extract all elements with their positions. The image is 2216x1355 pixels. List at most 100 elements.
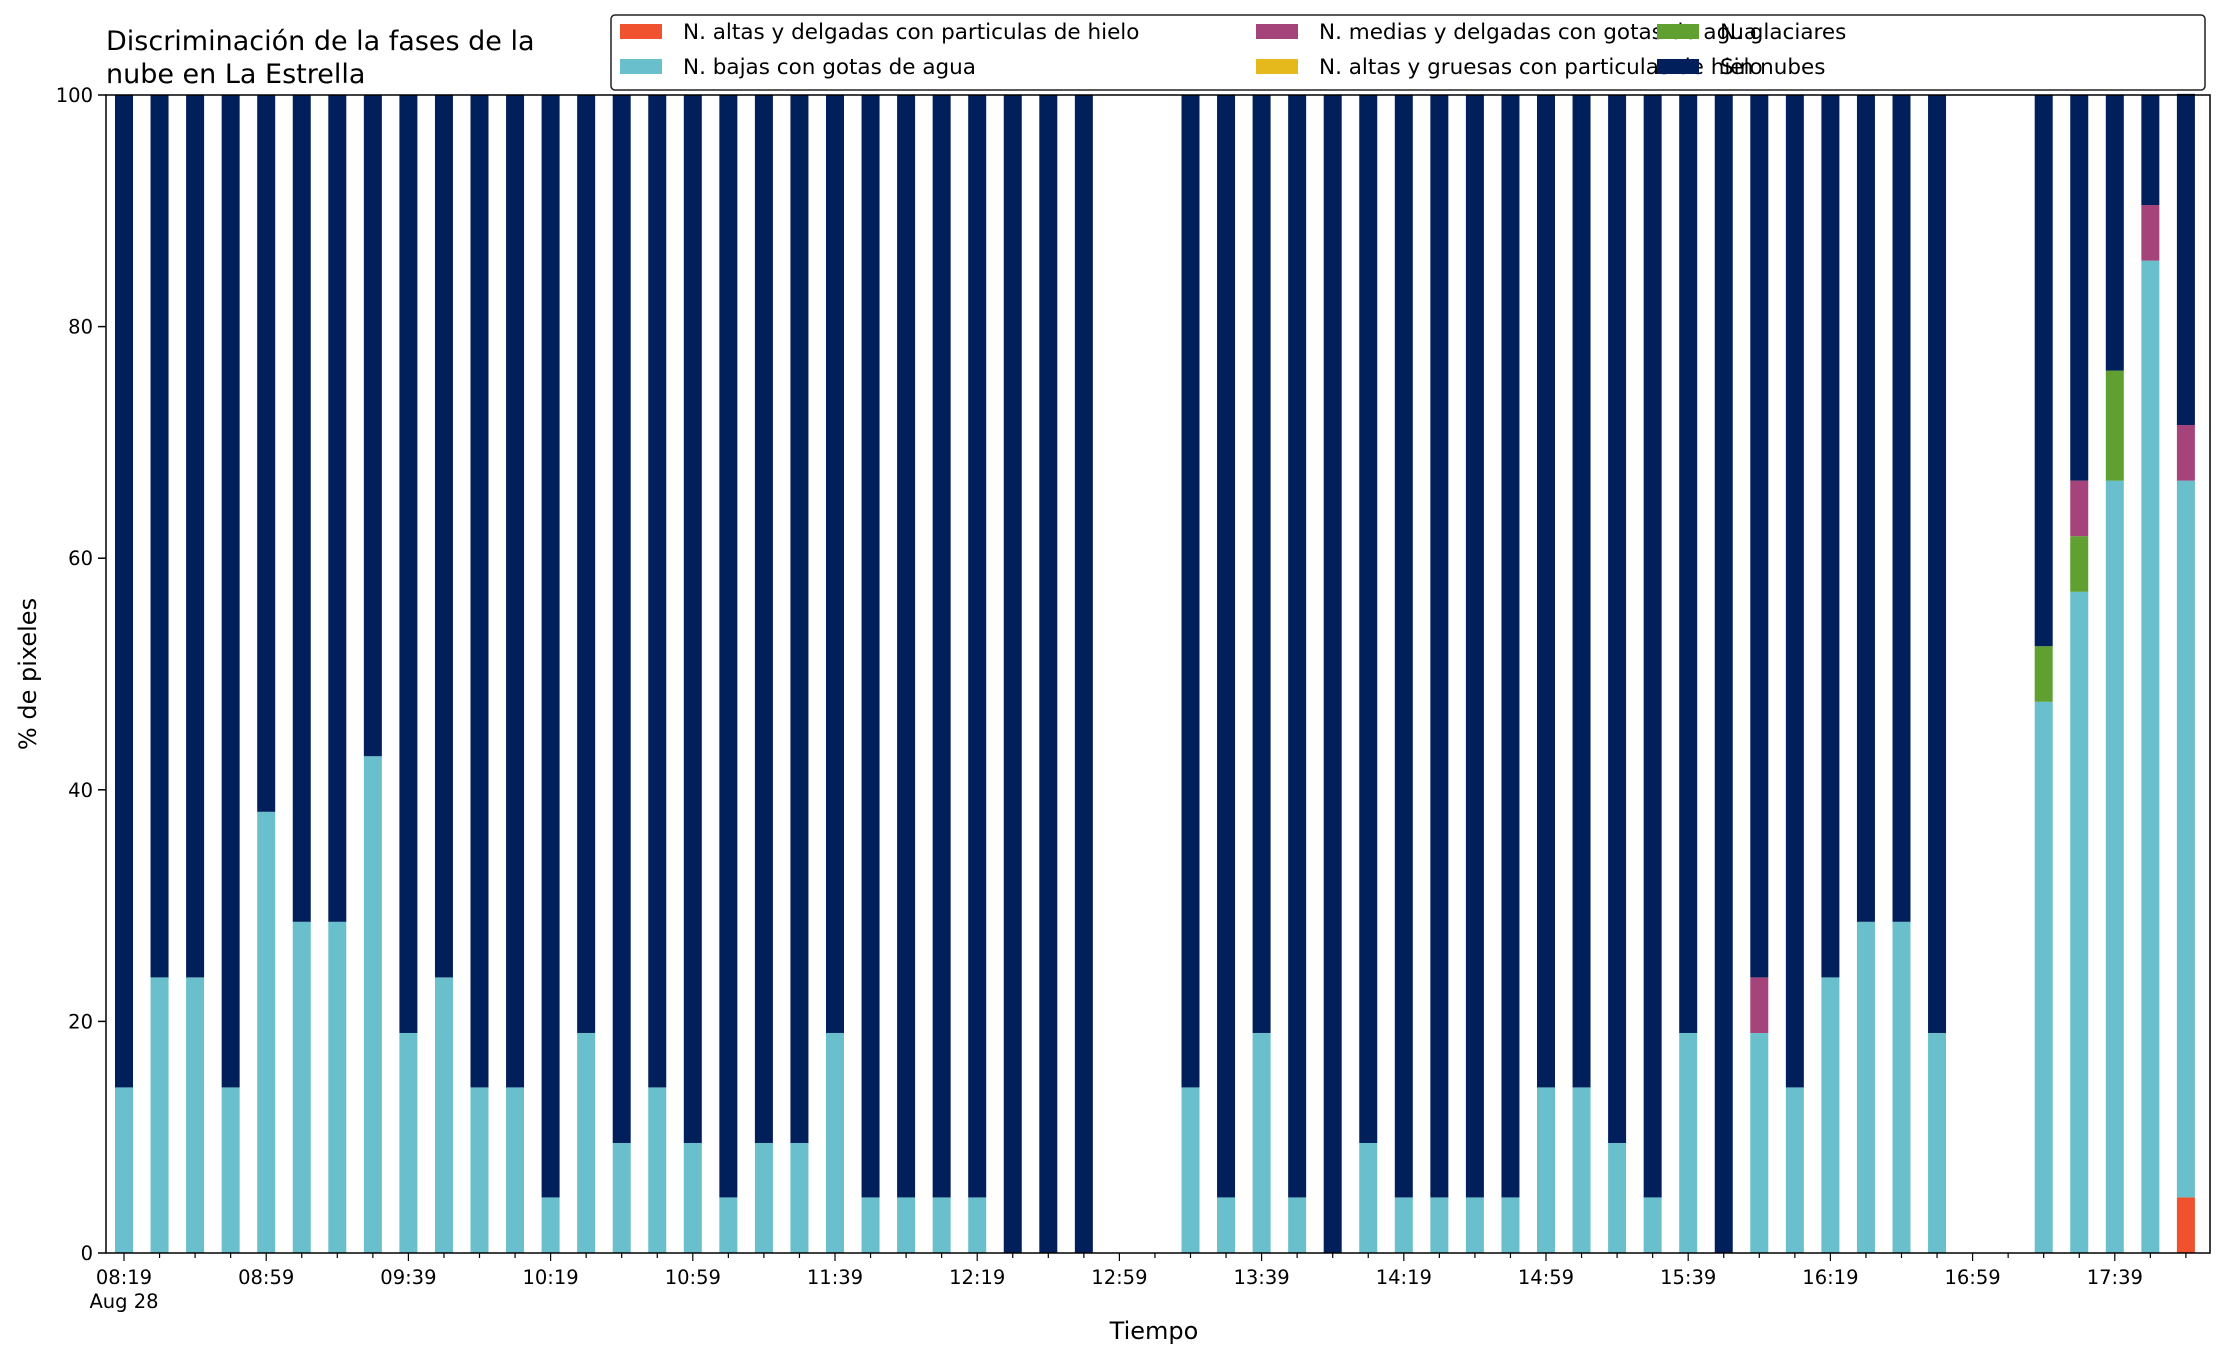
plot-frame [105, 94, 2211, 1254]
bar-segment-sin_nubes-26 [1039, 95, 1058, 1253]
bar-segment-sin_nubes-17 [719, 95, 738, 1198]
bar-segment-sin_nubes-31 [1217, 95, 1236, 1198]
legend-swatch-glaciares [1657, 24, 1699, 39]
bar-segment-bajas_agua-39 [1501, 1197, 1520, 1253]
bar-segment-bajas_agua-6 [328, 921, 347, 1253]
bar-segment-bajas_agua-56 [2105, 480, 2124, 1253]
legend: N. altas y delgadas con particulas de hi… [610, 14, 2206, 91]
bar-segment-bajas_agua-24 [968, 1197, 987, 1253]
bar-segment-bajas_agua-0 [115, 1087, 133, 1253]
bar-segment-bajas_agua-1 [150, 977, 169, 1253]
bar-segment-sin_nubes-3 [221, 95, 240, 1088]
bar-segment-sin_nubes-44 [1679, 95, 1698, 1033]
bar-segment-bajas_agua-55 [2070, 591, 2089, 1253]
chart-title-line2: nube en La Estrella [106, 59, 365, 90]
bar-segment-bajas_agua-5 [292, 921, 311, 1253]
bar-segment-sin_nubes-8 [399, 95, 418, 1033]
legend-label-bajas_agua: N. bajas con gotas de agua [683, 55, 976, 80]
bar-segment-sin_nubes-23 [932, 95, 951, 1198]
bar-segment-bajas_agua-10 [470, 1087, 489, 1253]
bar-segment-sin_nubes-9 [434, 95, 453, 978]
bar-segment-bajas_agua-14 [612, 1142, 631, 1253]
bar-segment-sin_nubes-46 [1750, 95, 1769, 978]
bar-segment-bajas_agua-9 [434, 977, 453, 1253]
x-tick-label: 17:39 [2087, 1266, 2143, 1289]
bar-segment-bajas_agua-50 [1892, 921, 1911, 1253]
bar-segment-sin_nubes-55 [2070, 95, 2089, 481]
x-tick-label: 10:59 [665, 1266, 721, 1289]
bar-segment-sin_nubes-54 [2034, 95, 2053, 647]
bar-segment-bajas_agua-38 [1465, 1197, 1484, 1253]
chart-title-line1: Discriminación de la fases de la [106, 26, 535, 57]
x-tick-label: 12:59 [1091, 1266, 1147, 1289]
bar-segment-sin_nubes-57 [2141, 95, 2160, 206]
bar-segment-bajas_agua-37 [1430, 1197, 1449, 1253]
bar-segment-bajas_agua-58 [2176, 480, 2195, 1198]
x-tick-label: 08:59 [238, 1266, 294, 1289]
x-tick-label: 16:19 [1802, 1266, 1858, 1289]
bar-segment-bajas_agua-11 [506, 1087, 525, 1253]
bar-segment-sin_nubes-15 [648, 95, 667, 1088]
bar-segment-bajas_agua-19 [790, 1142, 809, 1253]
x-tick-label: 11:39 [807, 1266, 863, 1289]
bar-segment-bajas_agua-43 [1643, 1197, 1662, 1253]
legend-label-altas_delgadas_hielo: N. altas y delgadas con particulas de hi… [683, 20, 1139, 45]
bar-segment-sin_nubes-10 [470, 95, 489, 1088]
bar-segment-sin_nubes-12 [541, 95, 560, 1198]
bars-layer [115, 93, 2195, 1254]
y-tick-label: 20 [68, 1010, 93, 1033]
bar-segment-bajas_agua-41 [1572, 1087, 1591, 1253]
bar-segment-bajas_agua-7 [363, 756, 382, 1253]
bar-segment-sin_nubes-24 [968, 95, 987, 1198]
x-tick-label: 14:59 [1518, 1266, 1574, 1289]
x-tick-label: 08:19 [96, 1266, 152, 1289]
bar-segment-sin_nubes-37 [1430, 95, 1449, 1198]
bar-segment-bajas_agua-12 [541, 1197, 560, 1253]
bar-segment-bajas_agua-20 [826, 1032, 844, 1253]
bar-segment-sin_nubes-43 [1643, 95, 1662, 1198]
y-tick-label: 0 [81, 1242, 93, 1265]
bar-segment-bajas_agua-54 [2034, 701, 2053, 1253]
bar-segment-sin_nubes-22 [897, 95, 916, 1198]
x-tick-label: 10:19 [522, 1266, 578, 1289]
bar-segment-altas_delgadas_hielo-58 [2176, 1197, 2195, 1253]
bar-segment-sin_nubes-39 [1501, 95, 1520, 1198]
bar-segment-sin_nubes-13 [577, 95, 596, 1033]
bar-segment-medias_delgadas_agua-46 [1750, 977, 1769, 1033]
bar-segment-sin_nubes-2 [186, 95, 205, 978]
bar-segment-bajas_agua-40 [1537, 1087, 1555, 1253]
bar-segment-sin_nubes-45 [1714, 95, 1733, 1253]
y-tick-label: 100 [56, 84, 93, 107]
x-tick-label: 12:19 [949, 1266, 1005, 1289]
y-axis-label: % de pixeles [14, 598, 42, 750]
legend-box [610, 14, 2206, 91]
bar-segment-bajas_agua-42 [1608, 1142, 1627, 1253]
legend-swatch-altas_delgadas_hielo [620, 24, 662, 39]
bar-segment-bajas_agua-30 [1181, 1087, 1200, 1253]
y-tick-label: 40 [68, 779, 93, 802]
bar-segment-bajas_agua-48 [1821, 977, 1840, 1253]
bar-segment-bajas_agua-23 [932, 1197, 951, 1253]
bar-segment-sin_nubes-32 [1252, 95, 1271, 1033]
bar-segment-sin_nubes-21 [861, 95, 880, 1198]
bar-segment-sin_nubes-38 [1465, 95, 1484, 1198]
legend-swatch-medias_delgadas_agua [1256, 24, 1298, 39]
y-tick-label: 60 [68, 547, 93, 570]
bar-segment-glaciares-55 [2070, 536, 2089, 592]
bar-segment-sin_nubes-4 [257, 95, 276, 812]
bar-segment-medias_delgadas_agua-55 [2070, 480, 2089, 537]
bar-segment-sin_nubes-36 [1394, 95, 1413, 1198]
bar-segment-sin_nubes-49 [1856, 95, 1875, 922]
bar-segment-sin_nubes-25 [1003, 95, 1022, 1253]
bar-segment-sin_nubes-58 [2176, 93, 2195, 426]
bar-segment-bajas_agua-57 [2141, 260, 2160, 1254]
bar-segment-sin_nubes-48 [1821, 95, 1840, 978]
bar-segment-glaciares-56 [2105, 370, 2124, 481]
bar-segment-sin_nubes-34 [1323, 95, 1342, 1253]
bar-segment-sin_nubes-50 [1892, 95, 1911, 922]
legend-swatch-altas_gruesas_hielo [1256, 59, 1298, 74]
bar-segment-bajas_agua-2 [186, 977, 205, 1253]
bar-segment-sin_nubes-42 [1608, 95, 1627, 1143]
bar-segment-sin_nubes-47 [1785, 95, 1804, 1088]
